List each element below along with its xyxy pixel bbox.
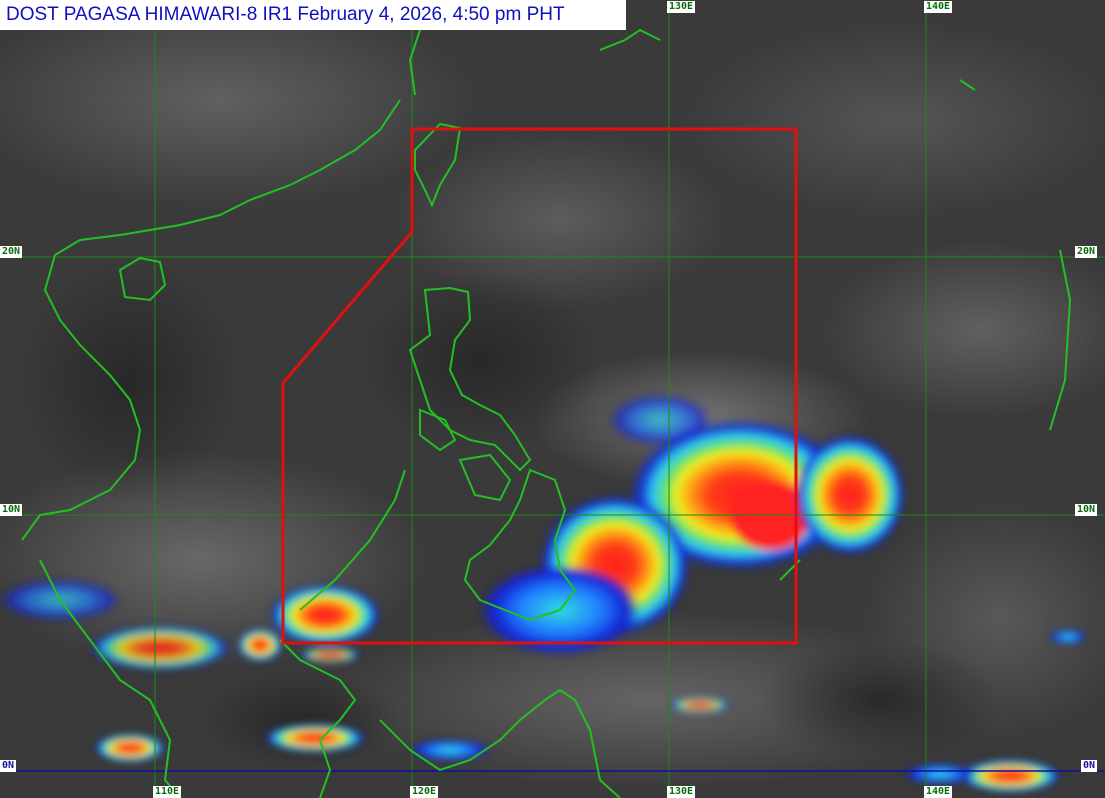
latitude-label-10n-left: 10N	[0, 504, 23, 516]
longitude-label-140e-bottom: 140E	[924, 786, 953, 798]
latitude-label-0n-right: 0N	[1081, 760, 1098, 772]
latitude-label-20n-right: 20N	[1075, 246, 1098, 258]
image-title: DOST PAGASA HIMAWARI-8 IR1 February 4, 2…	[0, 0, 626, 30]
latitude-label-0n-left: 0N	[0, 760, 17, 772]
longitude-label-140e-top: 140E	[924, 1, 953, 13]
longitude-label-120e: 120E	[410, 786, 439, 798]
coastlines	[21, 19, 1072, 798]
longitude-label-130e-top: 130E	[667, 1, 696, 13]
latitude-label-20n-left: 20N	[0, 246, 23, 258]
longitude-label-130e-bottom: 130E	[667, 786, 696, 798]
longitude-label-110e: 110E	[153, 786, 182, 798]
par-boundary	[281, 127, 798, 645]
latitude-label-10n-right: 10N	[1075, 504, 1098, 516]
